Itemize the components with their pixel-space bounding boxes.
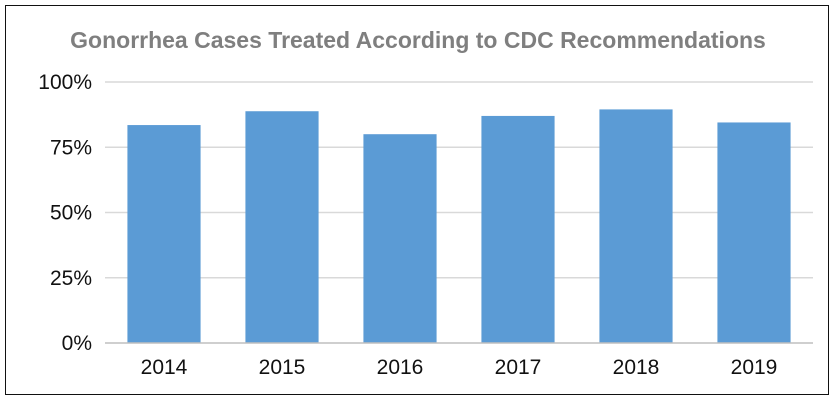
y-tick-label: 50% [50, 202, 92, 225]
x-tick-label: 2014 [141, 356, 188, 379]
bar [717, 122, 791, 343]
y-tick-label: 100% [38, 71, 92, 94]
x-tick-label: 2017 [495, 356, 542, 379]
bar [363, 134, 437, 343]
bar [599, 109, 673, 343]
x-tick-label: 2018 [613, 356, 660, 379]
tick-labels: 0% 25% 50% 75% 100% 2014 2015 2016 2017 2018 2019 [38, 71, 777, 379]
bars [127, 109, 791, 344]
x-tick-label: 2015 [259, 356, 306, 379]
gridlines [105, 81, 813, 279]
chart-title: Gonorrhea Cases Treated According to CDC… [70, 27, 766, 53]
y-tick-label: 75% [50, 136, 92, 159]
bar [245, 111, 319, 344]
bar [127, 125, 201, 343]
y-tick-label: 0% [62, 332, 92, 355]
bar [481, 115, 555, 344]
y-tick-label: 25% [50, 267, 92, 290]
x-tick-label: 2019 [731, 356, 778, 379]
x-tick-label: 2016 [377, 356, 424, 379]
